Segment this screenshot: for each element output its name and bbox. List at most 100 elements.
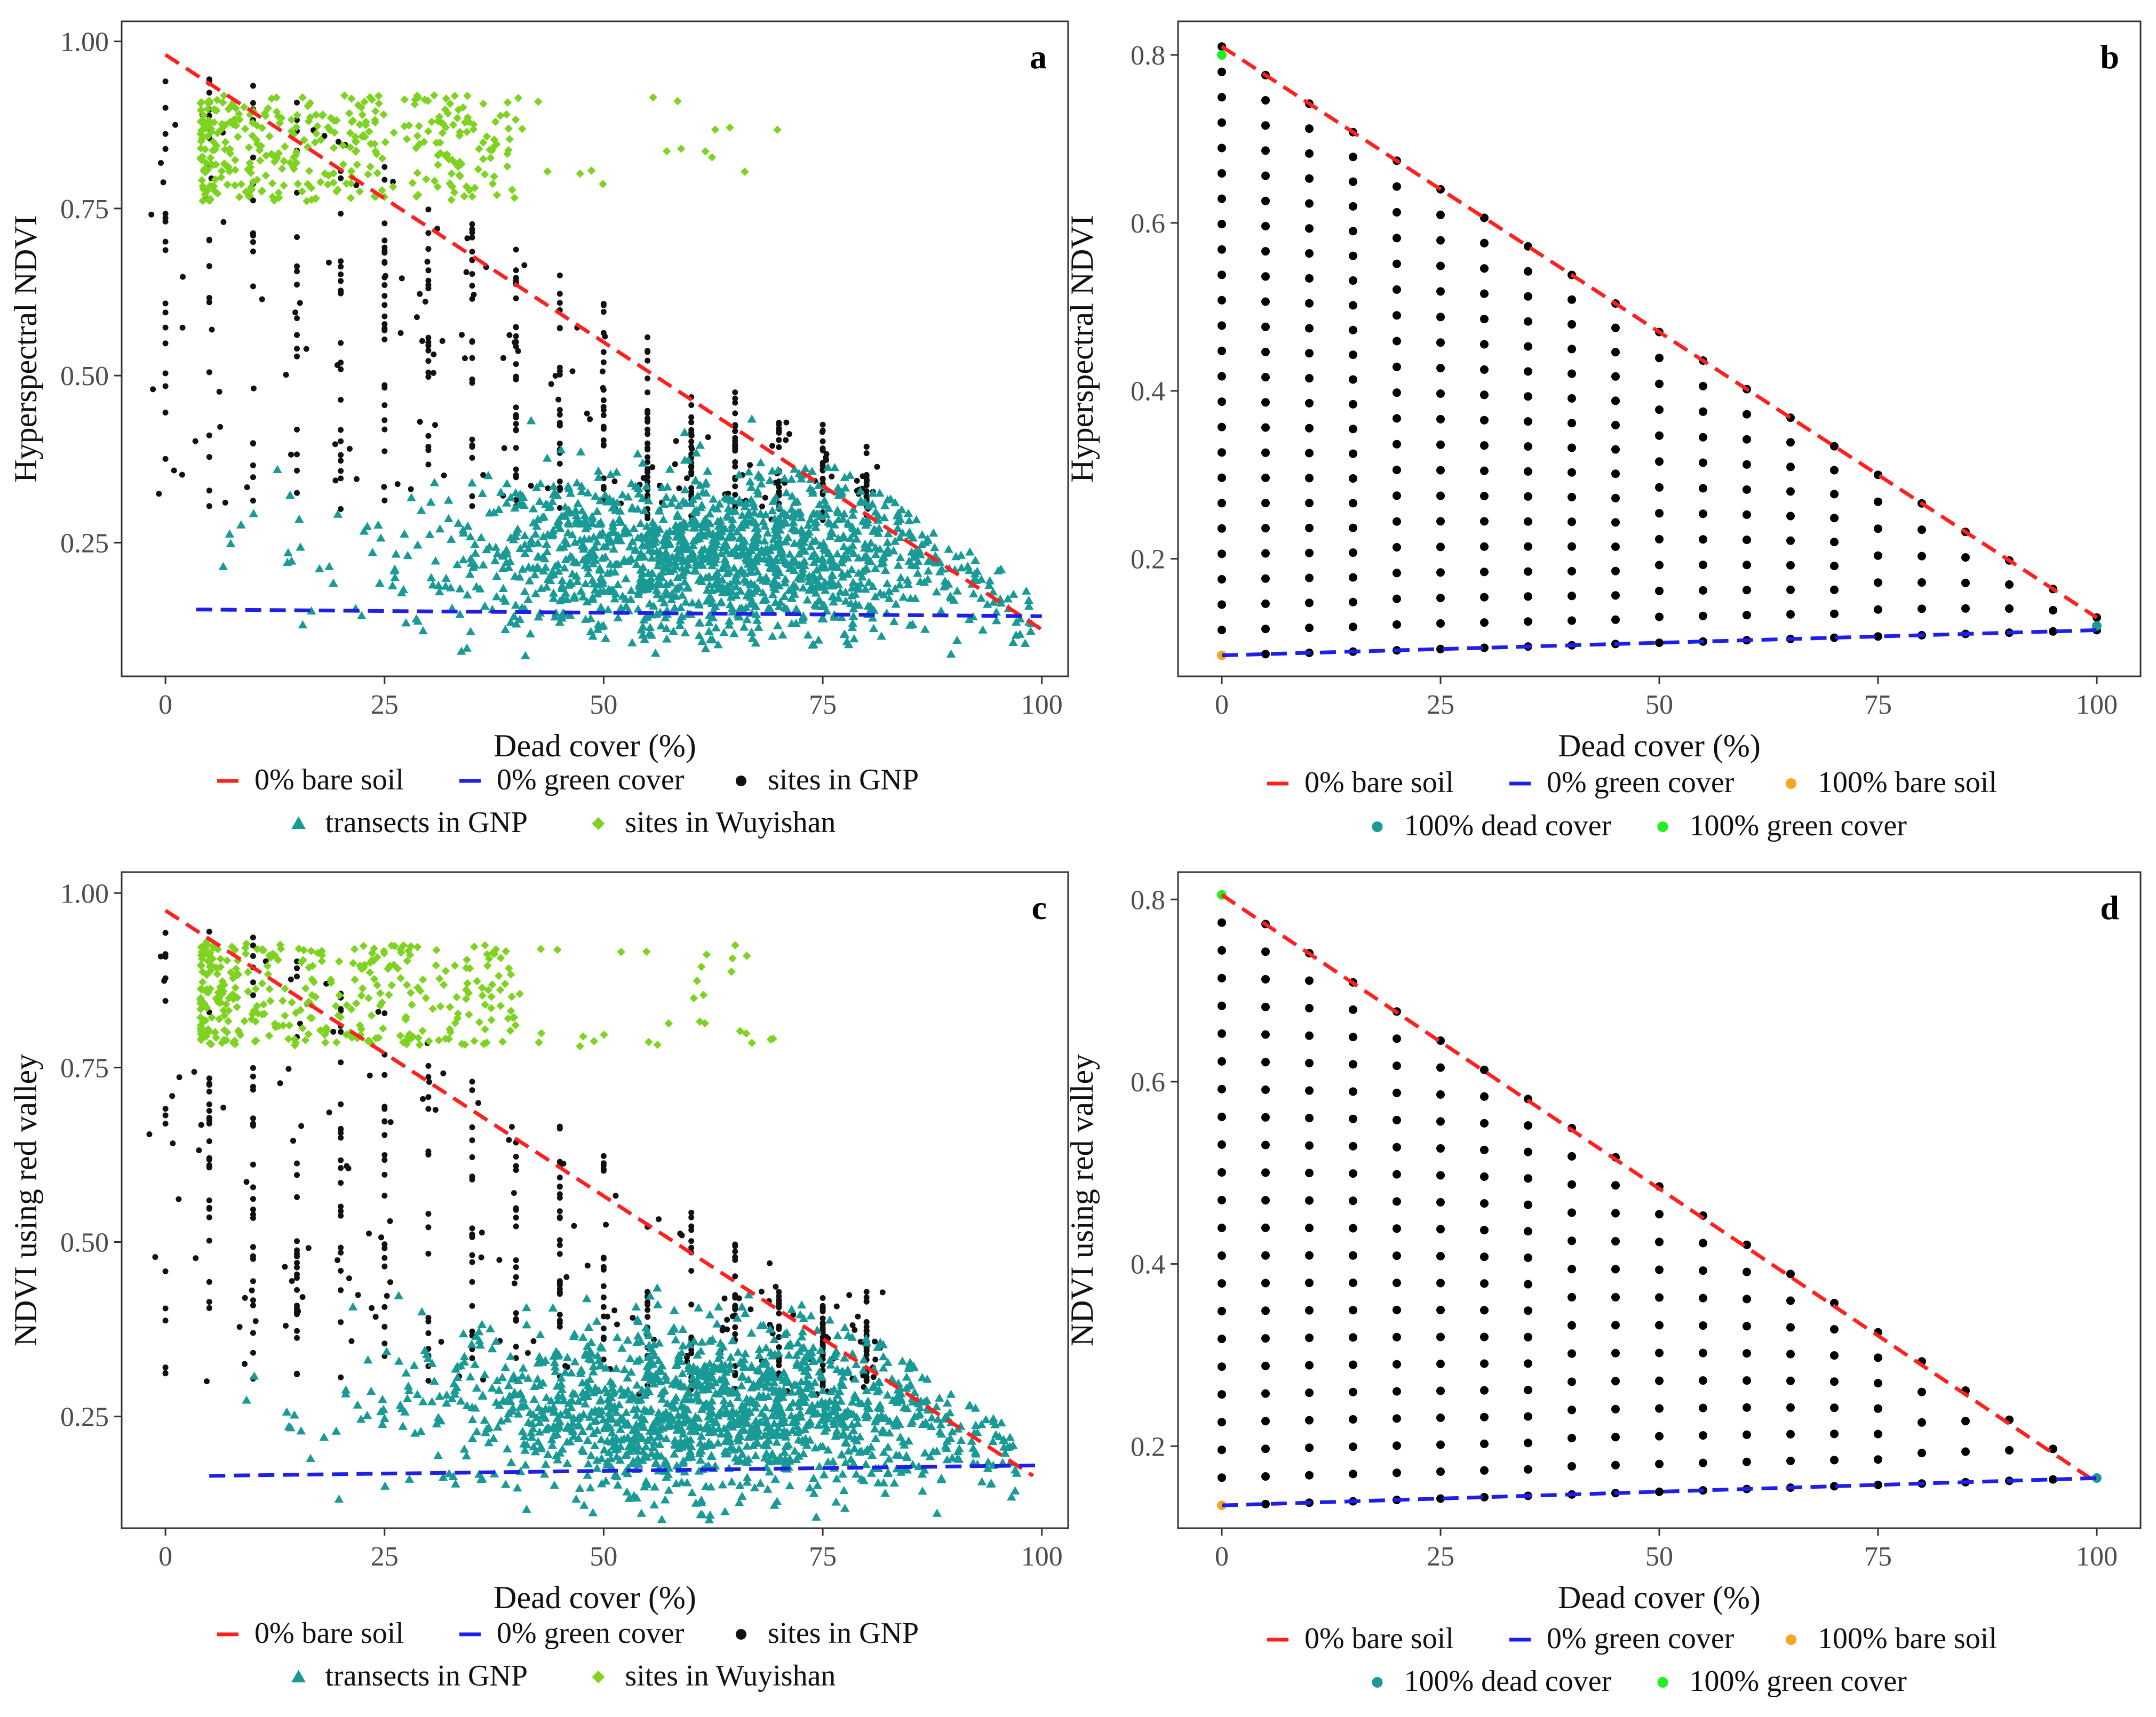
data-point — [225, 146, 234, 155]
data-point — [658, 515, 669, 523]
data-point — [727, 603, 737, 612]
data-point — [849, 634, 859, 643]
data-point — [675, 620, 685, 629]
data-point — [338, 1059, 344, 1066]
data-point — [600, 309, 607, 315]
data-point — [738, 542, 748, 551]
data-point — [600, 1313, 607, 1320]
data-point — [942, 1455, 952, 1464]
data-point — [568, 1418, 578, 1427]
data-point — [775, 549, 784, 558]
data-point — [259, 1000, 268, 1009]
data-point — [346, 129, 355, 138]
data-point — [417, 1307, 427, 1316]
data-point — [789, 565, 799, 574]
data-point — [670, 1435, 680, 1444]
data-point — [699, 531, 709, 540]
data-point — [910, 1411, 920, 1420]
data-point — [327, 114, 336, 122]
data-point — [304, 180, 312, 188]
data-point — [840, 473, 850, 481]
data-point — [347, 167, 356, 175]
data-point — [586, 1355, 596, 1363]
data-point — [882, 1390, 893, 1399]
data-point — [471, 1403, 480, 1412]
data-point — [522, 1505, 531, 1513]
data-point — [375, 1009, 381, 1015]
data-point — [503, 149, 512, 158]
data-point — [602, 1457, 612, 1466]
data-point — [582, 1293, 592, 1303]
data-point — [250, 233, 256, 239]
data-point — [459, 1444, 470, 1453]
data-point — [434, 117, 442, 125]
data-point — [294, 490, 300, 496]
data-point — [861, 1459, 871, 1468]
data-point — [687, 1488, 697, 1497]
data-point — [338, 452, 344, 458]
data-point — [592, 506, 602, 515]
data-point — [487, 1383, 497, 1392]
data-point — [904, 528, 914, 536]
data-point — [612, 1332, 622, 1341]
data-point — [502, 479, 512, 488]
data-point — [895, 553, 905, 561]
data-point — [808, 488, 818, 497]
mixture-point — [1393, 543, 1401, 552]
data-point — [783, 1376, 793, 1385]
data-point — [748, 498, 758, 507]
data-point — [515, 614, 525, 623]
data-point — [417, 419, 423, 425]
data-point — [599, 1445, 609, 1454]
data-point — [766, 604, 775, 613]
data-point — [352, 999, 361, 1008]
data-point — [691, 1388, 702, 1397]
data-point — [577, 486, 587, 496]
mixture-point — [1261, 398, 1270, 407]
mixture-point — [1349, 375, 1357, 384]
data-point — [558, 576, 567, 585]
data-point — [875, 488, 885, 497]
data-point — [662, 552, 672, 561]
data-point — [249, 1287, 255, 1293]
data-point — [684, 1361, 694, 1369]
data-point — [201, 124, 210, 133]
data-point — [450, 1389, 460, 1398]
data-point — [661, 613, 670, 621]
data-point — [381, 325, 388, 332]
data-point — [708, 1424, 718, 1433]
data-point — [696, 1346, 706, 1355]
data-point — [365, 968, 375, 977]
data-point — [600, 385, 606, 391]
data-point — [579, 534, 590, 543]
mixture-point — [1524, 317, 1532, 326]
data-point — [812, 565, 822, 574]
data-point — [628, 1443, 638, 1451]
data-point — [524, 544, 534, 553]
mixture-point — [1480, 213, 1489, 222]
data-point — [719, 1327, 726, 1333]
data-point — [353, 476, 360, 482]
legend-label: 100% dead cover — [1404, 809, 1612, 842]
data-point — [245, 158, 254, 167]
data-point — [469, 436, 475, 443]
mixture-point — [1218, 245, 1226, 254]
data-point — [371, 118, 380, 127]
data-point — [688, 1244, 695, 1251]
data-point — [220, 91, 228, 100]
data-point — [917, 530, 927, 539]
data-point — [633, 1441, 643, 1450]
data-point — [944, 545, 953, 553]
data-point — [293, 111, 301, 119]
data-point — [806, 1311, 816, 1320]
data-point — [396, 945, 405, 954]
data-point — [344, 1163, 350, 1169]
data-point — [570, 537, 580, 546]
data-point — [640, 634, 649, 643]
data-point — [259, 296, 265, 302]
data-point — [616, 1384, 626, 1393]
data-point — [381, 1072, 388, 1078]
data-point — [571, 505, 580, 514]
data-point — [335, 991, 344, 1000]
data-point — [830, 462, 840, 472]
